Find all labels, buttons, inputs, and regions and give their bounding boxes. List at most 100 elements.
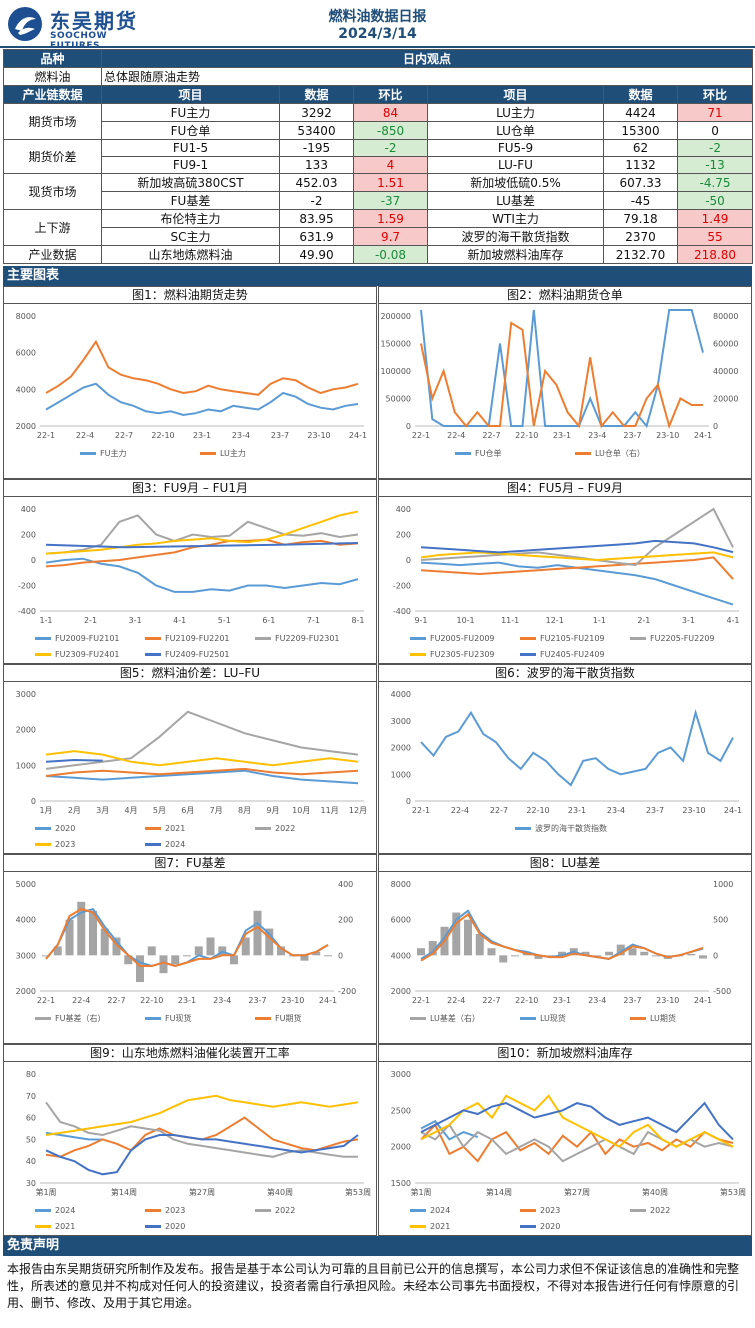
chart-panel-fig6: 图6：波罗的海干散货指数 0 1000 2000 3000 4000 22-1 22-4 22-… (378, 664, 752, 854)
chart-svg: 2000 4000 6000 8000 -500 0 500 1000 22-1 22-4 22-7… (391, 880, 734, 1023)
basis-bar (206, 937, 215, 956)
item-change: 9.7 (353, 227, 428, 246)
y-tick-label: 60 (26, 1114, 36, 1123)
y-tick-label: 4000 (391, 690, 411, 699)
basis-bar (546, 955, 555, 957)
y-tick-label: 8000 (16, 312, 36, 321)
legend-label: LU期货 (650, 1013, 676, 1023)
item-value: 607.33 (603, 173, 678, 192)
item-name: WTI主力 (427, 209, 604, 228)
legend-label: 2020 (540, 1222, 560, 1231)
item-name: FU仓单 (101, 121, 280, 140)
y-tick-label: 70 (26, 1092, 36, 1101)
x-tick-label: 4-1 (173, 616, 186, 625)
chart-title: 图3：FU9月 – FU1月 (4, 480, 376, 497)
basis-bar (417, 948, 425, 956)
item-value: 79.18 (603, 209, 678, 228)
item-name: SC主力 (101, 227, 280, 246)
basis-bar (428, 941, 437, 956)
legend-label: FU2109-FU2201 (165, 634, 230, 643)
legend-swatch (35, 653, 51, 656)
x-tick-label: 2-1 (84, 616, 97, 625)
y-tick-label: 4000 (391, 951, 411, 960)
x-tick-label: 8月 (238, 806, 251, 815)
legend-label: LU主力 (220, 448, 246, 458)
item-name: LU主力 (427, 103, 604, 122)
series-line (45, 750, 359, 767)
item-value: 83.95 (279, 209, 354, 228)
legend-label: FU2205-FU2209 (650, 634, 715, 643)
basis-bar (230, 955, 238, 965)
y2-tick-label: 0 (713, 422, 718, 431)
chart-title: 图7：FU基差 (4, 855, 376, 872)
series-line (45, 767, 359, 777)
legend-label: 2020 (55, 824, 75, 833)
y-tick-label: 0 (31, 797, 36, 806)
chart-panel-fig7: 图7：FU基差 2000 3000 4000 5000 -200 0 200 400 22-1 22… (3, 854, 377, 1044)
legend-label: FU2209-FU2301 (275, 634, 340, 643)
y-tick-label: 2000 (16, 726, 36, 735)
legend-label: FU2405-FU2409 (540, 650, 605, 659)
legend-swatch (80, 452, 96, 455)
y-tick-label: -200 (393, 582, 411, 591)
x-tick-label: 23-7 (646, 806, 664, 815)
legend-label: LU仓单（右） (595, 448, 645, 458)
y-tick-label: 400 (21, 505, 36, 514)
legend-swatch (35, 843, 51, 846)
item-value: 452.03 (279, 173, 354, 192)
y2-tick-label: -500 (713, 987, 731, 996)
chart-panel-fig1: 图1：燃料油期货走势 2000 4000 6000 8000 22-1 22-4 22-7 22… (3, 286, 377, 479)
group-name: 现货市场 (3, 173, 102, 210)
data-table: 品种 日内观点 燃料油 总体跟随原油走势 产业链数据 项目 数据 环比 项目 数… (3, 49, 754, 264)
logo-text-cn: 东吴期货 (50, 9, 138, 33)
x-tick-label: 23-7 (623, 431, 641, 440)
logo-icon (8, 7, 42, 41)
x-tick-label: 23-4 (607, 806, 625, 815)
legend-swatch (575, 452, 591, 455)
logo-text-en: SOOCHOW FUTURES (50, 31, 107, 51)
chart-panel-fig5: 图5：燃料油价差：LU–FU 0 1000 2000 3000 1月 2月 3月 4月 5月 6月 7… (3, 664, 377, 854)
x-tick-label: 7月 (210, 806, 223, 815)
chart-title: 图10：新加坡燃料油库存 (379, 1045, 751, 1062)
y2-tick-label: 60000 (713, 340, 738, 349)
item-name: 山东地炼燃料油 (101, 245, 280, 264)
legend-swatch (35, 1225, 51, 1228)
x-tick-label: 22-7 (115, 431, 133, 440)
y2-tick-label: 40000 (713, 367, 738, 376)
legend-label: 2023 (165, 1206, 185, 1215)
summary-view: 总体跟随原油走势 (100, 67, 754, 86)
x-tick-label: 5-1 (218, 616, 231, 625)
y2-tick-label: 20000 (713, 395, 738, 404)
series-line (45, 514, 359, 555)
x-tick-label: 22-4 (76, 431, 94, 440)
basis-bar (640, 951, 649, 956)
legend-swatch (520, 1017, 536, 1020)
table-row: FU基差 -2 -37 LU基差 -45 -50 (4, 191, 754, 210)
table-row: FU9-1 133 4 LU-FU 1132 -13 (4, 156, 754, 174)
item-name: LU仓单 (427, 121, 604, 140)
legend-swatch (145, 1225, 161, 1228)
item-value: 631.9 (279, 227, 354, 246)
table-header: 数据 (279, 85, 354, 104)
legend-label: 2024 (430, 1206, 450, 1215)
series-line (45, 1094, 359, 1136)
table-row: 产业数据 山东地炼燃料油 49.90 -0.08 新加坡燃料油库存 2132.70 218.… (3, 245, 754, 264)
basis-bar (194, 946, 203, 956)
x-tick-label: 23-4 (588, 431, 606, 440)
basis-bar (464, 919, 472, 956)
x-tick-label: 第53周 (345, 1187, 371, 1197)
x-tick-label: 22-1 (37, 431, 55, 440)
basis-bar (687, 953, 696, 956)
chart-title: 图5：燃料油价差：LU–FU (4, 665, 376, 682)
item-change: -37 (353, 191, 428, 210)
y-tick-label: 2500 (391, 1106, 411, 1115)
legend-label: 2024 (55, 1206, 75, 1215)
x-tick-label: 9月 (266, 806, 279, 815)
y-tick-label: 3000 (16, 690, 36, 699)
item-name: 波罗的海干散货指数 (427, 227, 604, 246)
x-tick-label: 24-1 (349, 431, 367, 440)
chart-svg: 0 1000 2000 3000 4000 22-1 22-4 22-7 22-10 23-1 23… (391, 690, 742, 833)
y2-tick-label: 0 (338, 951, 343, 960)
x-tick-label: 22-4 (72, 996, 90, 1005)
basis-bar (65, 919, 74, 956)
